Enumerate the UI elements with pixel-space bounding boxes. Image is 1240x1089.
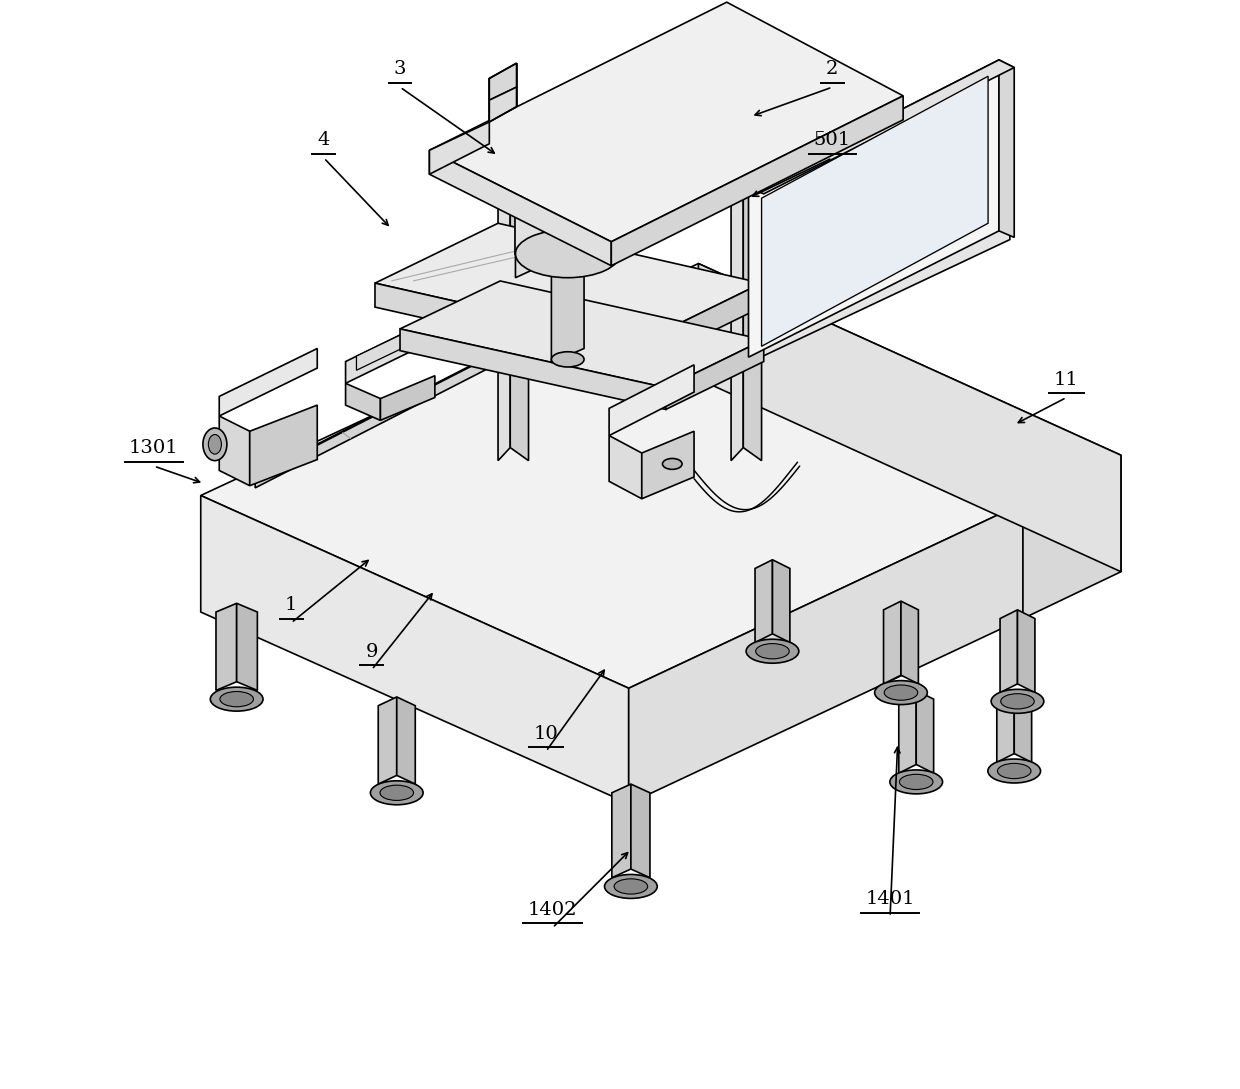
- Polygon shape: [642, 431, 694, 499]
- Ellipse shape: [755, 644, 789, 659]
- Ellipse shape: [746, 639, 799, 663]
- Polygon shape: [999, 60, 1014, 237]
- Polygon shape: [761, 76, 988, 346]
- Polygon shape: [598, 264, 1121, 503]
- Ellipse shape: [219, 692, 253, 707]
- Ellipse shape: [208, 435, 222, 454]
- Ellipse shape: [884, 685, 918, 700]
- Polygon shape: [884, 601, 901, 684]
- Ellipse shape: [662, 458, 682, 469]
- Polygon shape: [743, 183, 761, 461]
- Polygon shape: [732, 183, 743, 461]
- Polygon shape: [429, 2, 903, 242]
- Text: 3: 3: [394, 60, 407, 78]
- Polygon shape: [378, 697, 397, 784]
- Polygon shape: [609, 365, 694, 436]
- Polygon shape: [498, 183, 510, 461]
- Polygon shape: [611, 96, 903, 266]
- Polygon shape: [611, 784, 631, 878]
- Ellipse shape: [1001, 694, 1034, 709]
- Polygon shape: [397, 697, 415, 784]
- Ellipse shape: [899, 774, 932, 790]
- Polygon shape: [429, 150, 611, 266]
- Polygon shape: [1018, 610, 1035, 693]
- Ellipse shape: [516, 148, 620, 196]
- Polygon shape: [901, 601, 919, 684]
- Polygon shape: [346, 318, 435, 383]
- Ellipse shape: [552, 352, 584, 367]
- Ellipse shape: [605, 874, 657, 898]
- Polygon shape: [640, 283, 761, 367]
- Text: 501: 501: [813, 131, 851, 149]
- Polygon shape: [629, 503, 1023, 804]
- Polygon shape: [631, 784, 650, 878]
- Ellipse shape: [203, 428, 227, 461]
- Polygon shape: [401, 329, 666, 409]
- Polygon shape: [552, 245, 584, 363]
- Polygon shape: [490, 63, 517, 100]
- Polygon shape: [216, 603, 237, 690]
- Ellipse shape: [988, 759, 1040, 783]
- Text: 1: 1: [285, 596, 298, 614]
- Polygon shape: [997, 690, 1014, 762]
- Polygon shape: [666, 340, 764, 409]
- Polygon shape: [738, 218, 1009, 368]
- Text: 9: 9: [366, 643, 378, 661]
- Polygon shape: [773, 560, 790, 643]
- Ellipse shape: [890, 770, 942, 794]
- Polygon shape: [749, 60, 999, 357]
- Ellipse shape: [874, 681, 928, 705]
- Polygon shape: [916, 690, 934, 773]
- Text: 11: 11: [1054, 370, 1079, 389]
- Ellipse shape: [371, 781, 423, 805]
- Ellipse shape: [379, 785, 413, 800]
- Polygon shape: [249, 405, 317, 486]
- Text: 1402: 1402: [528, 901, 578, 919]
- Text: 1401: 1401: [866, 890, 915, 908]
- Polygon shape: [749, 60, 1014, 194]
- Polygon shape: [201, 495, 629, 804]
- Polygon shape: [255, 298, 604, 488]
- Polygon shape: [374, 223, 761, 343]
- Ellipse shape: [991, 689, 1044, 713]
- Text: 1301: 1301: [129, 439, 179, 457]
- Polygon shape: [490, 87, 517, 122]
- Polygon shape: [429, 122, 490, 174]
- Ellipse shape: [614, 879, 647, 894]
- Polygon shape: [698, 264, 1121, 572]
- Polygon shape: [516, 148, 620, 278]
- Text: 2: 2: [826, 60, 838, 78]
- Ellipse shape: [211, 687, 263, 711]
- Polygon shape: [755, 560, 773, 643]
- Polygon shape: [219, 416, 249, 486]
- Polygon shape: [510, 183, 528, 461]
- Polygon shape: [201, 310, 1023, 688]
- Polygon shape: [1023, 455, 1121, 619]
- Polygon shape: [219, 348, 317, 416]
- Ellipse shape: [516, 230, 620, 278]
- Polygon shape: [237, 603, 258, 690]
- Polygon shape: [1014, 690, 1032, 762]
- Polygon shape: [255, 292, 615, 477]
- Polygon shape: [356, 329, 413, 370]
- Polygon shape: [401, 281, 764, 388]
- Polygon shape: [374, 283, 640, 367]
- Ellipse shape: [997, 763, 1030, 779]
- Text: 10: 10: [533, 724, 558, 743]
- Text: 4: 4: [317, 131, 330, 149]
- Polygon shape: [899, 690, 916, 773]
- Polygon shape: [1001, 610, 1018, 693]
- Polygon shape: [516, 169, 620, 254]
- Polygon shape: [498, 181, 761, 196]
- Polygon shape: [609, 436, 642, 499]
- Polygon shape: [346, 383, 381, 420]
- Polygon shape: [381, 376, 435, 420]
